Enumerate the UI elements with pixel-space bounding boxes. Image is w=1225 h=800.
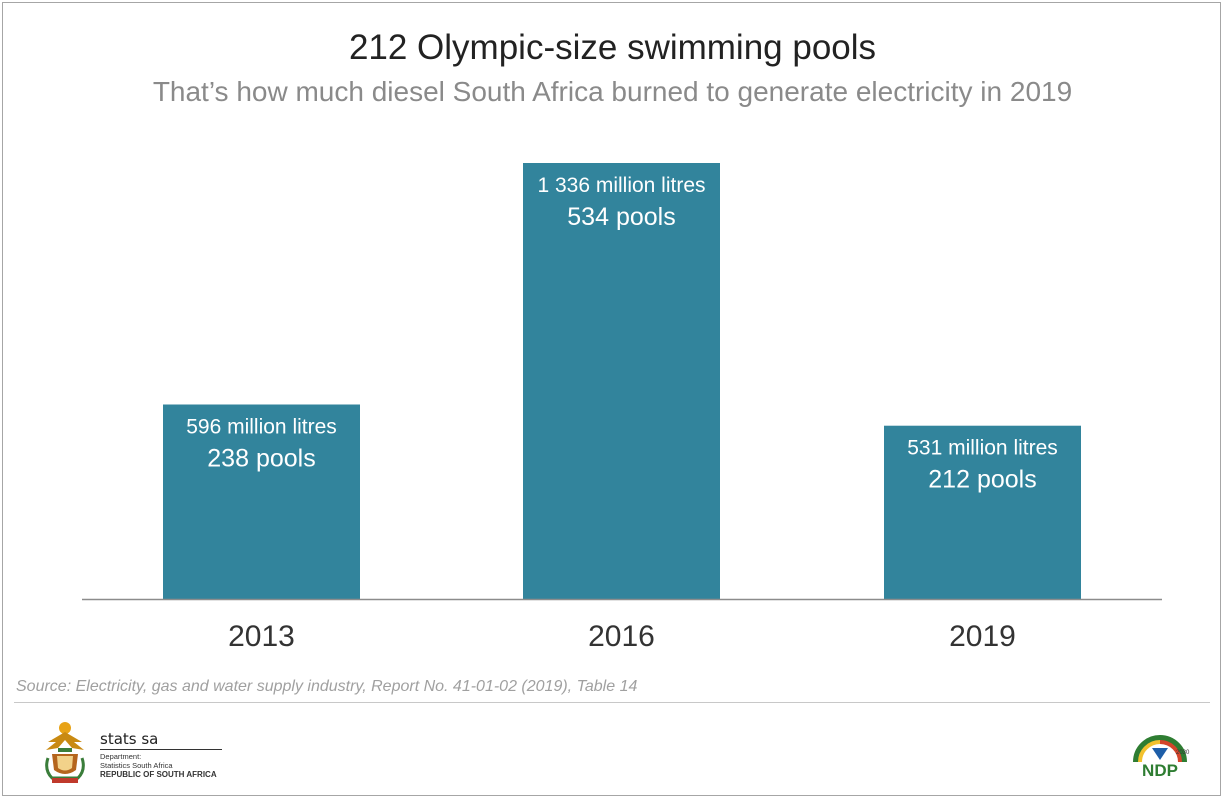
bar-label-pools: 534 pools [567, 203, 675, 231]
dept-line-1: Department: [100, 752, 142, 761]
coat-of-arms-icon [45, 722, 85, 783]
bar-label-volume: 531 million litres [907, 437, 1058, 460]
bar-2016 [523, 163, 720, 599]
bar-label-volume: 1 336 million litres [537, 174, 705, 197]
bar-label-pools: 238 pools [207, 444, 315, 472]
ndp-year: 2030 [1176, 750, 1190, 756]
org-name-rule [100, 749, 222, 750]
ndp-emblem-icon: 2030 NDP [1133, 735, 1190, 780]
chart-subtitle: That’s how much diesel South Africa burn… [152, 76, 1073, 107]
x-tick-label: 2016 [588, 620, 655, 653]
source-note: Source: Electricity, gas and water suppl… [16, 678, 638, 695]
ndp-logo: 2030 NDP [1130, 728, 1190, 780]
bar-2019 [884, 425, 1081, 599]
footer-divider [14, 702, 1210, 703]
stats-sa-logo: stats sa Department: Statistics South Af… [38, 718, 228, 788]
chart-title: 212 Olympic-size swimming pools [348, 28, 877, 67]
x-tick-label: 2013 [228, 620, 295, 653]
bar-2013 [163, 404, 360, 599]
org-name: stats sa [100, 730, 159, 748]
bar-label-pools: 212 pools [928, 466, 1036, 494]
bar-chart: 596 million litres 238 pools 2013 1 336 mil… [82, 163, 1162, 653]
department-text: Department: Statistics South Africa REPU… [100, 752, 217, 779]
bar-label-volume: 596 million litres [186, 415, 337, 438]
ndp-text: NDP [1142, 761, 1178, 780]
dept-line-2: Statistics South Africa [100, 761, 173, 770]
x-tick-label: 2019 [949, 620, 1016, 653]
dept-line-3: REPUBLIC OF SOUTH AFRICA [100, 770, 217, 779]
